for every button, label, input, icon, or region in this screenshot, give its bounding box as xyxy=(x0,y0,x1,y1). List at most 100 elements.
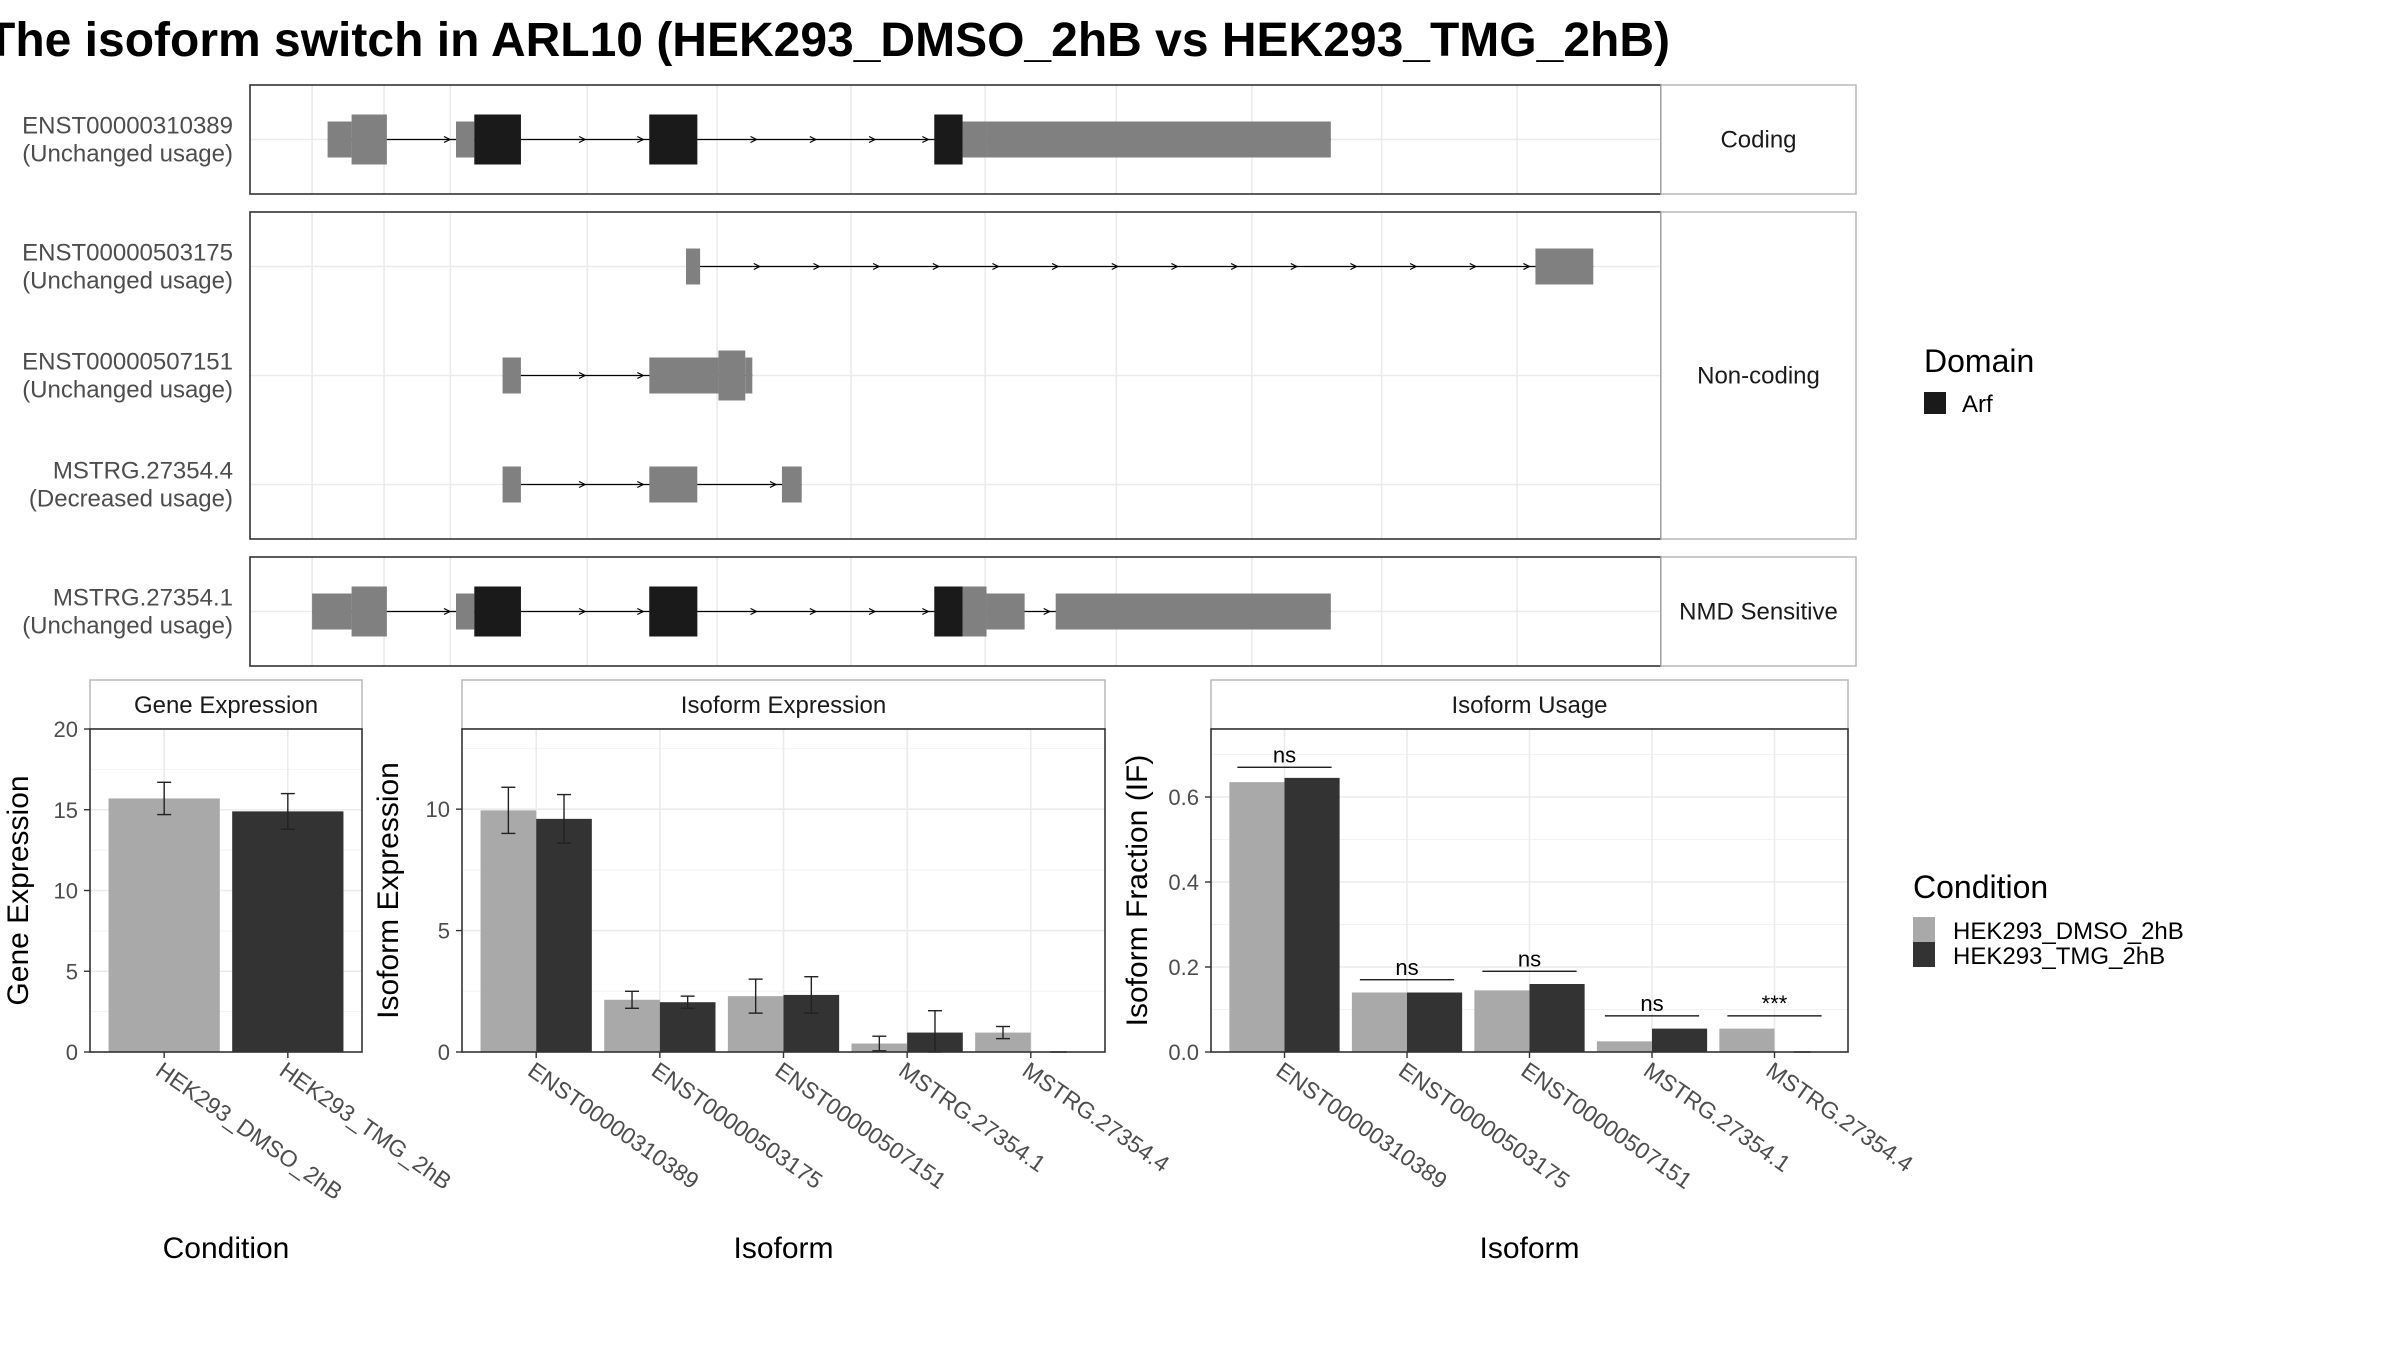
plot-border xyxy=(89,728,363,1053)
intron-arrow xyxy=(868,135,877,144)
exon xyxy=(685,248,701,285)
transcript-MSTRG.27354.4: MSTRG.27354.4(Decreased usage) xyxy=(29,458,1661,513)
condition-legend-label: HEK293_TMG_2hB xyxy=(1953,943,2165,970)
intron-arrow xyxy=(813,262,821,271)
facet-non-coding: ENST00000503175(Unchanged usage)ENST0000… xyxy=(22,211,1857,540)
exon xyxy=(649,466,698,503)
domain-arf xyxy=(649,586,698,637)
exon xyxy=(456,121,475,158)
y-axis-title: Isoform Fraction (IF) xyxy=(1121,755,1154,1027)
intron-arrow xyxy=(1350,262,1358,271)
significance-label: ns xyxy=(1640,991,1663,1016)
intron-arrow xyxy=(1290,262,1299,271)
x-axis-title: Condition xyxy=(163,1232,290,1265)
panel-strip xyxy=(89,679,363,730)
transcript-usage-label: (Unchanged usage) xyxy=(22,268,233,295)
domain-legend-title: Domain xyxy=(1924,343,2034,379)
panel-isoform-expression: Isoform Expression0510ENST00000310389ENS… xyxy=(372,679,1174,1265)
exon xyxy=(986,593,1025,630)
exon xyxy=(1535,248,1594,285)
intron-arrow xyxy=(1523,262,1531,271)
exon xyxy=(351,586,387,637)
bar xyxy=(1529,984,1585,1052)
intron-arrow xyxy=(753,262,762,271)
facet-strip-label: Non-coding xyxy=(1697,363,1820,390)
exon xyxy=(327,121,352,158)
y-tick-label: 5 xyxy=(66,959,78,984)
intron-arrow xyxy=(637,480,645,489)
domain-arf xyxy=(474,586,521,637)
y-tick-label: 0.4 xyxy=(1168,870,1199,895)
exon xyxy=(351,114,387,165)
domain-arf xyxy=(934,586,963,637)
transcript-id-label: MSTRG.27354.1 xyxy=(53,585,233,612)
x-axis-title: Isoform xyxy=(733,1232,833,1265)
transcript-usage-label: (Unchanged usage) xyxy=(22,377,233,404)
y-tick-label: 10 xyxy=(54,879,78,904)
expression-bar-panels: Gene Expression05101520HEK293_DMSO_2hBHE… xyxy=(2,679,1918,1265)
domain-arf xyxy=(474,114,521,165)
transcript-id-label: MSTRG.27354.4 xyxy=(53,458,233,485)
transcript-usage-label: (Decreased usage) xyxy=(29,486,233,513)
intron-arrow xyxy=(578,371,587,380)
significance-label: *** xyxy=(1762,991,1788,1016)
bar xyxy=(1407,992,1463,1052)
transcript-usage-label: (Unchanged usage) xyxy=(22,613,233,640)
y-axis-title: Gene Expression xyxy=(2,775,35,1005)
y-tick-label: 0.2 xyxy=(1168,955,1199,980)
intron-arrow xyxy=(932,262,941,271)
significance-label: ns xyxy=(1273,742,1296,767)
facet-strip xyxy=(1660,84,1857,195)
exon xyxy=(312,593,352,630)
figure-title: The isoform switch in ARL10 (HEK293_DMSO… xyxy=(0,14,1670,67)
facet-coding: ENST00000310389(Unchanged usage) Coding xyxy=(22,84,1857,195)
transcript-ENST00000507151: ENST00000507151(Unchanged usage) xyxy=(22,349,1661,404)
bar xyxy=(1596,1041,1652,1052)
intron-arrow xyxy=(1409,262,1418,271)
y-tick-label: 0.0 xyxy=(1168,1040,1199,1065)
facet-strip xyxy=(1660,211,1857,540)
intron-arrow xyxy=(1230,262,1239,271)
transcript-structure-panel: ENST00000310389(Unchanged usage)CodingEN… xyxy=(22,84,1857,667)
intron-arrow xyxy=(1469,262,1478,271)
domain-arf xyxy=(934,114,963,165)
facet-strip-label: NMD Sensitive xyxy=(1679,599,1838,626)
intron-arrow xyxy=(578,607,587,616)
facet-strip-label: Coding xyxy=(1720,127,1796,154)
intron-arrow xyxy=(809,135,818,144)
intron-arrow xyxy=(1043,607,1052,616)
transcript-MSTRG.27354.1: MSTRG.27354.1(Unchanged usage) xyxy=(22,585,1661,640)
transcript-id-label: ENST00000507151 xyxy=(22,349,233,376)
bar xyxy=(108,798,220,1052)
intron-arrow xyxy=(443,135,452,144)
intron-arrow xyxy=(637,135,645,144)
y-tick-label: 0 xyxy=(438,1040,450,1065)
transcript-ENST00000310389: ENST00000310389(Unchanged usage) xyxy=(22,113,1661,168)
bar xyxy=(232,811,344,1052)
intron-arrow xyxy=(578,480,587,489)
bar xyxy=(1351,992,1407,1052)
domain-legend-swatch xyxy=(1924,392,1946,414)
intron-arrow xyxy=(992,262,1000,271)
intron-arrow xyxy=(769,480,778,489)
transcript-id-label: ENST00000503175 xyxy=(22,240,233,267)
intron-arrow xyxy=(578,135,587,144)
significance-label: ns xyxy=(1395,955,1418,980)
facet-strip xyxy=(1660,556,1857,667)
y-axis-title: Isoform Expression xyxy=(372,762,405,1019)
condition-legend-swatch xyxy=(1913,942,1935,967)
intron-arrow xyxy=(637,607,645,616)
exon xyxy=(456,593,475,630)
exon xyxy=(502,357,521,394)
y-tick-label: 5 xyxy=(438,919,450,944)
intron-arrow xyxy=(872,262,881,271)
bar xyxy=(1652,1028,1708,1052)
bar xyxy=(1284,777,1340,1052)
panel-strip-title: Isoform Usage xyxy=(1451,692,1607,719)
y-tick-label: 10 xyxy=(426,797,450,822)
domain-arf xyxy=(649,114,698,165)
domain-legend-label: Arf xyxy=(1962,391,1993,418)
intron-arrow xyxy=(750,135,758,144)
exon xyxy=(962,586,987,637)
intron-arrow xyxy=(868,607,877,616)
